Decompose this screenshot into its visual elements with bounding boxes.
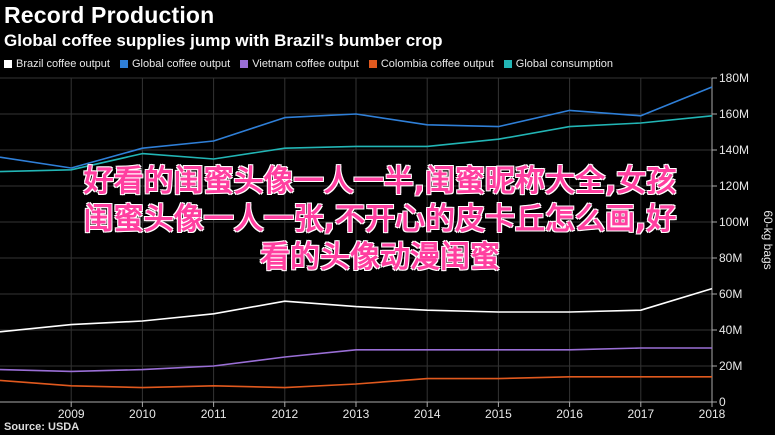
y-tick-label: 20M bbox=[719, 359, 742, 373]
legend-swatch bbox=[119, 60, 128, 68]
legend-item: Brazil coffee output bbox=[4, 58, 110, 70]
x-tick-label: 2016 bbox=[556, 407, 583, 421]
legend-item: Colombia coffee output bbox=[368, 58, 494, 70]
series-line bbox=[0, 347, 712, 373]
legend-label: Global consumption bbox=[515, 58, 614, 70]
y-axis-label: 60-kg bags bbox=[761, 210, 775, 269]
y-tick-label: 0 bbox=[719, 395, 726, 409]
legend-swatch bbox=[503, 60, 512, 68]
series-line bbox=[0, 86, 713, 169]
x-tick-label: 2009 bbox=[58, 407, 85, 421]
legend-swatch bbox=[4, 60, 12, 68]
y-tick-label: 40M bbox=[719, 323, 742, 337]
y-tick-label: 60M bbox=[719, 287, 742, 301]
x-tick-label: 2014 bbox=[414, 407, 441, 421]
y-tick-label: 120M bbox=[719, 179, 749, 193]
y-tick-label: 160M bbox=[719, 107, 749, 121]
series-line bbox=[0, 375, 712, 389]
legend-item: Global coffee output bbox=[119, 58, 231, 70]
legend-item: Vietnam coffee output bbox=[240, 58, 359, 70]
chart-legend: Brazil coffee output Global coffee output… bbox=[4, 57, 613, 71]
legend-label: Global coffee output bbox=[131, 58, 231, 70]
chart-title: Record Production bbox=[4, 2, 215, 28]
x-tick-label: 2010 bbox=[129, 407, 156, 421]
source-note: Source: USDA bbox=[4, 421, 80, 433]
x-tick-label: 2012 bbox=[271, 407, 298, 421]
y-tick-label: 100M bbox=[719, 215, 749, 229]
series-line bbox=[0, 115, 713, 173]
legend-label: Brazil coffee output bbox=[16, 58, 110, 70]
legend-swatch bbox=[240, 60, 249, 68]
y-tick-label: 80M bbox=[719, 251, 742, 265]
x-tick-label: 2018 bbox=[699, 407, 726, 421]
x-tick-label: 2011 bbox=[201, 407, 227, 421]
x-tick-label: 2015 bbox=[485, 407, 512, 421]
y-tick-label: 180M bbox=[719, 71, 749, 85]
legend-label: Colombia coffee output bbox=[380, 58, 494, 70]
legend-label: Vietnam coffee output bbox=[252, 58, 359, 70]
y-tick-label: 140M bbox=[719, 143, 749, 157]
chart-subtitle: Global coffee supplies jump with Brazil'… bbox=[4, 31, 443, 50]
x-tick-label: 2013 bbox=[343, 407, 370, 421]
series-line bbox=[0, 287, 713, 333]
legend-swatch bbox=[368, 60, 377, 68]
legend-item: Global consumption bbox=[503, 58, 614, 70]
x-tick-label: 2017 bbox=[627, 407, 654, 421]
